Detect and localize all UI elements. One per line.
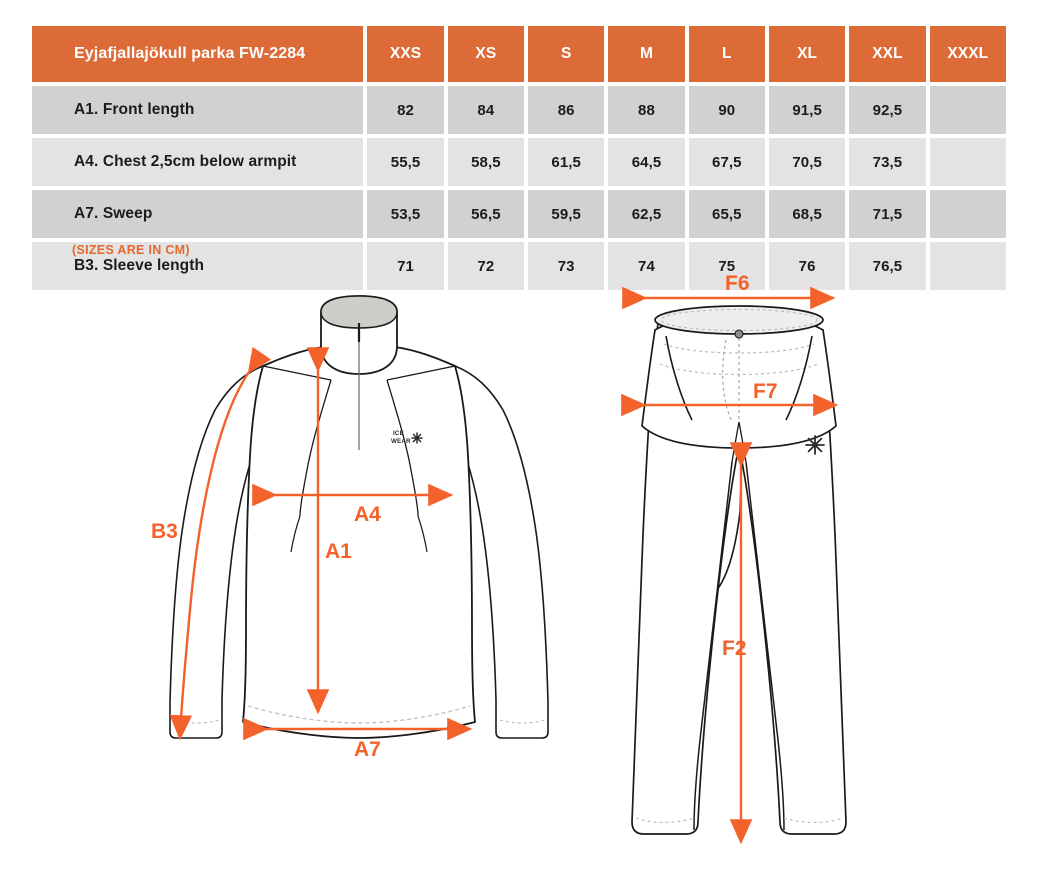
measurement-value: 76: [768, 242, 846, 290]
snowflake-icon: [805, 435, 825, 455]
measurement-value: 55,5: [367, 138, 444, 186]
measurement-value: 67,5: [688, 138, 765, 186]
measurement-value: 53,5: [367, 190, 444, 238]
measurement-value: 71: [367, 242, 444, 290]
table-row: B3. Sleeve length 71 72 73 74 75 76 76,5: [32, 242, 1006, 290]
measurement-value: 71,5: [849, 190, 926, 238]
label-a4: A4: [354, 503, 381, 526]
measurement-value: 73: [528, 242, 605, 290]
measurement-value: 65,5: [688, 190, 765, 238]
measurement-value: 58,5: [447, 138, 525, 186]
measurement-value: [929, 242, 1006, 290]
measurement-value: 76,5: [849, 242, 926, 290]
trousers-illustration: F6 F7 F2: [621, 272, 847, 845]
measurement-value: [929, 138, 1006, 186]
snowflake-icon: [411, 432, 423, 444]
waist-button: [734, 329, 744, 339]
label-f6: F6: [725, 272, 750, 295]
measurement-value: 86: [528, 86, 605, 134]
size-column-header-m: M: [608, 26, 685, 82]
left-inseam: [693, 461, 733, 831]
units-caption: (SIZES ARE IN CM): [72, 243, 190, 257]
measurement-value: 91,5: [768, 86, 846, 134]
measurement-value: 92,5: [849, 86, 926, 134]
measurement-value: 74: [608, 242, 685, 290]
sweater-right-sleeve: [452, 365, 549, 739]
measurement-value: 75: [688, 242, 765, 290]
right-shoulder-seam: [386, 365, 456, 381]
table-body: A1. Front length 82 84 86 88 90 91,5 92,…: [32, 86, 1006, 290]
table-row: A1. Front length 82 84 86 88 90 91,5 92,…: [32, 86, 1006, 134]
measurement-value: 68,5: [768, 190, 846, 238]
label-f7: F7: [753, 380, 778, 403]
right-hem-stitch: [783, 817, 843, 824]
measurement-label: A1. Front length: [32, 86, 364, 134]
measurement-value: [929, 190, 1006, 238]
product-title: Eyjafjallajökull parka FW-2284: [32, 26, 364, 82]
measurement-value: 88: [608, 86, 685, 134]
measurement-value: 59,5: [528, 190, 605, 238]
sweater-illustration: ICE WEAR B3 A4 A1 A7: [151, 295, 549, 761]
size-chart-table: Eyjafjallajökull parka FW-2284 XXS XS S …: [28, 22, 1010, 294]
yoke-stitch: [663, 343, 815, 354]
size-column-header-xxxl: XXXL: [929, 26, 1006, 82]
measurement-label: B3. Sleeve length: [32, 242, 364, 290]
collar-inner: [320, 295, 398, 329]
measurement-value: 56,5: [447, 190, 525, 238]
logo-line-2: WEAR: [391, 438, 411, 445]
size-column-header-xl: XL: [768, 26, 846, 82]
measurement-value: 84: [447, 86, 525, 134]
measurement-value: 72: [447, 242, 525, 290]
label-b3: B3: [151, 520, 178, 543]
measurement-value: 90: [688, 86, 765, 134]
measurement-value: 64,5: [608, 138, 685, 186]
table-row: A7. Sweep 53,5 56,5 59,5 62,5 65,5 68,5 …: [32, 190, 1006, 238]
ice-wear-logo: ICE WEAR: [391, 430, 423, 445]
table-row: A4. Chest 2,5cm below armpit 55,5 58,5 6…: [32, 138, 1006, 186]
size-column-header-xxs: XXS: [367, 26, 444, 82]
size-column-header-s: S: [528, 26, 605, 82]
measurement-value: 73,5: [849, 138, 926, 186]
measurement-value: 82: [367, 86, 444, 134]
left-side-seam: [290, 515, 301, 553]
label-a7: A7: [354, 738, 381, 761]
measurement-value: 70,5: [768, 138, 846, 186]
measurement-label: A7. Sweep: [32, 190, 364, 238]
measurement-value: 62,5: [608, 190, 685, 238]
label-a1: A1: [325, 540, 352, 563]
size-column-header-xs: XS: [447, 26, 525, 82]
garment-illustrations: ICE WEAR B3 A4 A1 A7: [0, 270, 1038, 892]
measurement-label: A4. Chest 2,5cm below armpit: [32, 138, 364, 186]
size-column-header-l: L: [688, 26, 765, 82]
size-column-header-xxl: XXL: [849, 26, 926, 82]
measurement-value: 61,5: [528, 138, 605, 186]
header-row: Eyjafjallajökull parka FW-2284 XXS XS S …: [32, 26, 1006, 82]
right-side-seam: [417, 515, 428, 553]
label-f2: F2: [722, 637, 747, 660]
table-header: Eyjafjallajökull parka FW-2284 XXS XS S …: [32, 26, 1006, 82]
measurement-value: [929, 86, 1006, 134]
sleeve-length-arrow: [169, 346, 272, 741]
logo-line-1: ICE: [393, 430, 404, 437]
fly-curve-stitch: [722, 339, 733, 423]
